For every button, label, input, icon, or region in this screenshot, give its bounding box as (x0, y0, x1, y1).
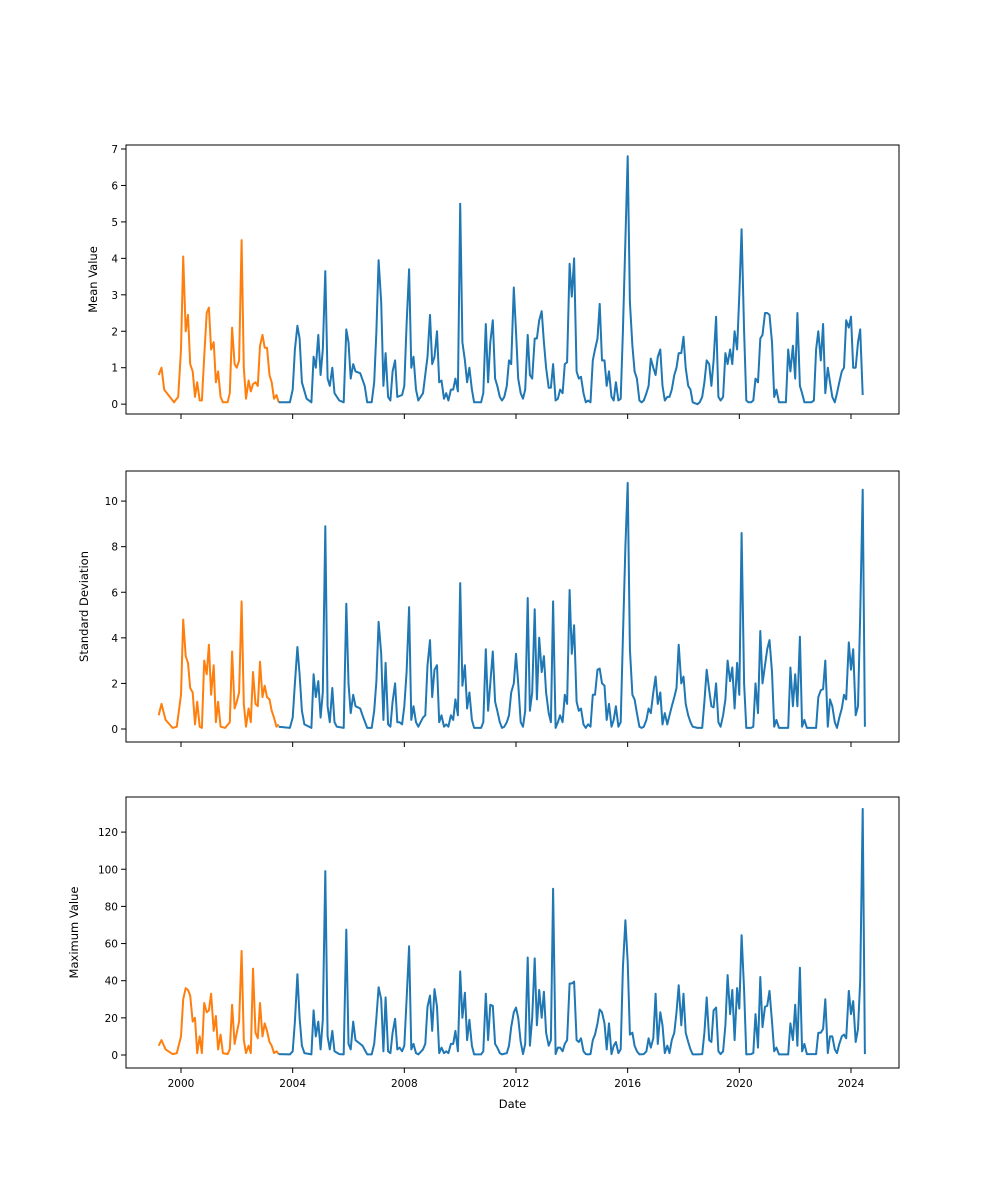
x-tick-label: 2024 (838, 1078, 865, 1090)
y-axis-label: Standard Deviation (77, 551, 91, 662)
series-line-2 (278, 155, 864, 406)
y-tick-label: 120 (98, 827, 118, 839)
axes-frame (125, 796, 900, 1069)
y-tick-label: 0 (111, 724, 118, 736)
x-tick-label: 2004 (279, 1078, 306, 1090)
y-tick-label: 10 (105, 496, 118, 508)
y-axis-label: Maximum Value (67, 887, 81, 979)
y-tick-label: 40 (105, 976, 118, 988)
x-tick-label: 2012 (503, 1078, 530, 1090)
y-tick-label: 5 (111, 217, 118, 229)
series-line-1 (157, 239, 280, 404)
y-tick-label: 0 (111, 1050, 118, 1062)
y-axis-label: Mean Value (86, 246, 100, 313)
subplot-3: 0 20 40 60 80 100 120 2000 2004 2008 2012 2016 2020 2… (67, 796, 900, 1111)
subplot-1: 0 1 2 3 4 5 6 7 Mean Value (86, 144, 900, 419)
y-tick-label: 6 (111, 180, 118, 192)
series-line-2 (278, 481, 866, 729)
y-tick-label: 4 (111, 253, 118, 265)
axes-frame (125, 470, 900, 743)
x-axis-label: Date (499, 1097, 527, 1111)
subplot-2: 0 2 4 6 8 10 Standard Deviation (77, 470, 900, 747)
x-tick-label: 2008 (391, 1078, 418, 1090)
y-tick-label: 60 (105, 939, 118, 951)
y-tick-label: 20 (105, 1013, 118, 1025)
axes-frame (125, 144, 900, 415)
series-line-2 (278, 807, 866, 1056)
y-tick-label: 3 (111, 290, 118, 302)
y-tick-label: 8 (111, 542, 118, 554)
series-line-1 (157, 600, 280, 729)
y-tick-label: 80 (105, 901, 118, 913)
y-tick-label: 6 (111, 587, 118, 599)
x-tick-label: 2000 (168, 1078, 195, 1090)
x-tick-label: 2016 (614, 1078, 641, 1090)
series-line-1 (157, 950, 280, 1056)
y-tick-label: 2 (111, 326, 118, 338)
y-tick-label: 4 (111, 633, 118, 645)
y-tick-label: 100 (98, 864, 118, 876)
y-tick-label: 1 (111, 363, 118, 375)
y-tick-label: 2 (111, 678, 118, 690)
x-tick-label: 2020 (726, 1078, 753, 1090)
y-tick-label: 0 (111, 399, 118, 411)
y-tick-label: 7 (111, 144, 118, 156)
